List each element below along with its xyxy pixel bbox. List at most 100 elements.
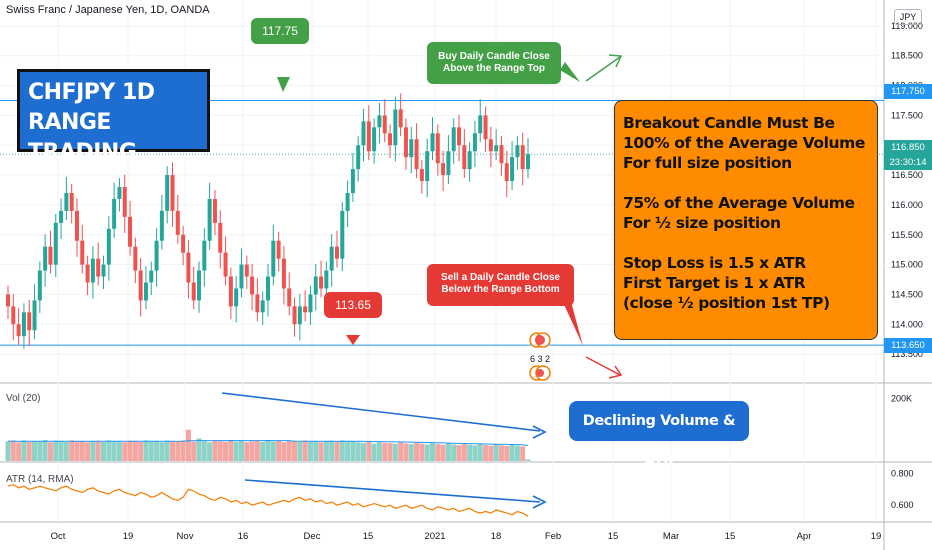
volume-label[interactable]: Vol (20): [6, 393, 41, 404]
volume-bar: [350, 441, 356, 461]
candle-body: [372, 127, 377, 152]
time-tick-label: 16: [238, 531, 249, 542]
time-tick-label: Feb: [545, 531, 561, 542]
price-tick-label: 119.000: [891, 21, 923, 31]
time-tick-label: 15: [363, 531, 374, 542]
candle-body: [494, 145, 499, 152]
candle-body: [419, 169, 424, 182]
buy-callout[interactable]: Buy Daily Candle Close Above the Range T…: [427, 42, 561, 84]
price-tick-label: 118.500: [891, 51, 923, 61]
candle-body: [138, 270, 143, 301]
volume-bar: [329, 440, 335, 461]
price-tick-label: 116.000: [891, 200, 923, 210]
candle-body: [467, 151, 472, 170]
range-bottom-tag[interactable]: 113.65: [324, 292, 382, 318]
volume-bar: [265, 440, 271, 461]
top-tag-pointer: [277, 77, 290, 92]
volume-bar: [477, 444, 483, 461]
volume-bar: [106, 440, 112, 461]
volume-bar: [238, 441, 244, 461]
volume-bar: [483, 445, 489, 461]
candle-body: [414, 139, 419, 170]
time-tick-label: 15: [725, 531, 736, 542]
candle-body: [212, 198, 217, 223]
volume-bar: [10, 440, 16, 461]
volume-bar: [398, 442, 404, 461]
volume-ma-line: [7, 439, 529, 446]
buy-callout-pointer: [560, 62, 580, 82]
volume-bar: [79, 441, 85, 461]
volume-bar: [408, 444, 414, 461]
price-tick-label: 113.500: [891, 349, 923, 359]
candle-body: [457, 127, 462, 146]
volume-bar: [69, 440, 75, 461]
volume-bar: [334, 441, 340, 461]
candle-body: [483, 115, 488, 140]
candle-body: [287, 288, 292, 307]
rules-line: Stop Loss is 1.5 x ATR: [623, 254, 806, 272]
range-top-tag[interactable]: 117.75: [251, 18, 309, 44]
candle-body: [175, 210, 180, 235]
candle-body: [170, 175, 175, 211]
volume-bar: [212, 440, 218, 461]
candle-body: [366, 121, 371, 152]
volume-bar: [111, 441, 117, 461]
current-price-tag: 116.850: [884, 140, 932, 155]
volume-bar: [472, 445, 478, 461]
candle-body: [16, 324, 21, 337]
atr-axis: 0.800 0.600: [891, 469, 914, 511]
volume-trend-line[interactable]: [221, 392, 541, 432]
volume-bar: [74, 441, 80, 461]
candle-body: [128, 216, 133, 247]
candle-body: [165, 175, 170, 211]
candle-body: [393, 109, 398, 146]
atr-trend-line[interactable]: [244, 479, 541, 503]
volume-bar: [148, 441, 154, 461]
event-badges[interactable]: 6 3 2: [529, 332, 551, 381]
sell-callout[interactable]: Sell a Daily Candle Close Below the Rang…: [427, 264, 574, 306]
volume-bar: [509, 444, 515, 461]
candle-body: [122, 187, 127, 217]
candle-body: [462, 145, 467, 170]
candle-body: [526, 154, 530, 170]
volume-bar: [249, 441, 255, 461]
volume-bar: [16, 442, 22, 461]
volume-bar: [201, 441, 207, 461]
volume-bar: [467, 444, 473, 461]
candle-body: [430, 133, 435, 152]
volume-tick-label: 200K: [891, 394, 912, 404]
volume-bar: [270, 441, 276, 461]
buy-callout-line-2: Above the Range Top: [442, 63, 546, 74]
volume-bar: [180, 440, 186, 461]
atr-label[interactable]: ATR (14, RMA): [6, 474, 74, 485]
candle-body: [96, 258, 101, 277]
volume-bar: [127, 440, 133, 461]
candle-body: [48, 246, 53, 265]
volume-bar: [323, 441, 329, 461]
volume-bar: [292, 441, 298, 461]
volume-trend-arrowhead: [532, 425, 547, 439]
volume-bar: [196, 438, 202, 461]
time-tick-label: Oct: [51, 531, 66, 542]
time-axis[interactable]: Oct 19 Nov 16 Dec 15 2021 18 Feb 15 Mar 15 Apr 19: [51, 531, 882, 542]
rules-line: 75% of the Average Volume: [623, 194, 855, 212]
volume-bar: [456, 445, 462, 461]
volume-bar: [366, 441, 372, 461]
candle-body: [234, 288, 239, 307]
flag-icon: [535, 335, 545, 345]
currency-badge[interactable]: JPY: [894, 9, 922, 25]
sell-callout-line-1: Sell a Daily Candle Close: [441, 272, 560, 283]
volume-bar: [122, 442, 128, 461]
time-tick-label: Dec: [304, 531, 321, 542]
volume-bar: [85, 442, 91, 461]
title-box: CHFJPY 1D RANGE TRADING: [17, 69, 210, 165]
buy-arrow[interactable]: [585, 56, 621, 82]
candle-body: [37, 270, 42, 301]
volume-bar: [228, 440, 234, 461]
volume-bar: [414, 442, 420, 461]
rules-line: (close ½ position 1st TP): [623, 294, 830, 312]
candles: [6, 93, 530, 349]
sell-arrow[interactable]: [585, 356, 621, 376]
price-tick-label: 115.500: [891, 230, 923, 240]
volume-bar: [281, 442, 287, 461]
